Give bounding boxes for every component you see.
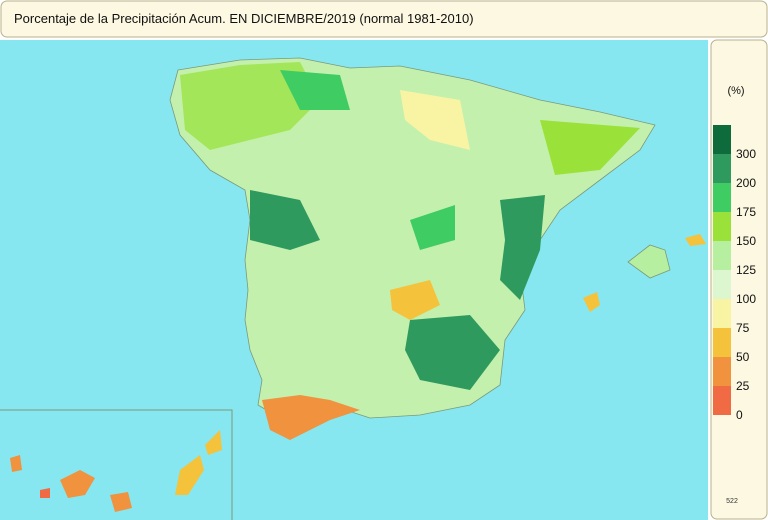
tenerife (60, 470, 95, 498)
legend-title: (%) (727, 85, 744, 97)
legend-swatch (713, 386, 731, 415)
gran-canaria (110, 492, 132, 512)
region-west (250, 190, 320, 250)
region-southeast (405, 315, 500, 390)
title-box (0, 0, 768, 38)
lanzarote (205, 430, 222, 455)
legend-swatch (713, 328, 731, 357)
legend-label: 75 (736, 321, 750, 335)
legend-swatch (713, 212, 731, 241)
legend-swatch (713, 357, 731, 386)
legend-label: 25 (736, 379, 750, 393)
legend-label: 200 (736, 176, 756, 190)
region-madrid (410, 205, 455, 250)
legend-swatch (713, 154, 731, 183)
ibiza (583, 292, 600, 312)
legend-label: 0 (736, 408, 743, 422)
legend-swatch (713, 183, 731, 212)
la-palma (10, 455, 22, 472)
region-cantabria (280, 70, 350, 110)
legend-swatch (713, 241, 731, 270)
inset-frame (0, 409, 233, 520)
map-code: 522 (726, 498, 738, 505)
mallorca (627, 244, 671, 279)
menorca (685, 234, 706, 246)
legend-label: 300 (736, 147, 756, 161)
region-catalonia (540, 120, 640, 175)
title: Porcentaje de la Precipitación Acum. EN … (14, 11, 474, 26)
region-ebro (400, 90, 470, 150)
legend-label: 125 (736, 263, 756, 277)
region-east (500, 195, 545, 300)
legend-label: 50 (736, 350, 750, 364)
la-gomera (40, 488, 50, 498)
peninsula (169, 57, 656, 419)
legend-label: 150 (736, 234, 756, 248)
legend: 300 200 175 150 125 100 75 50 25 0 (713, 125, 756, 422)
legend-swatch (713, 270, 731, 299)
region-southwest (262, 395, 360, 440)
legend-label: 175 (736, 205, 756, 219)
fuerteventura (175, 455, 204, 495)
legend-label: 100 (736, 292, 756, 306)
region-north (180, 62, 320, 150)
region-center (390, 280, 440, 320)
legend-swatch (713, 299, 731, 328)
legend-swatch (713, 125, 731, 154)
